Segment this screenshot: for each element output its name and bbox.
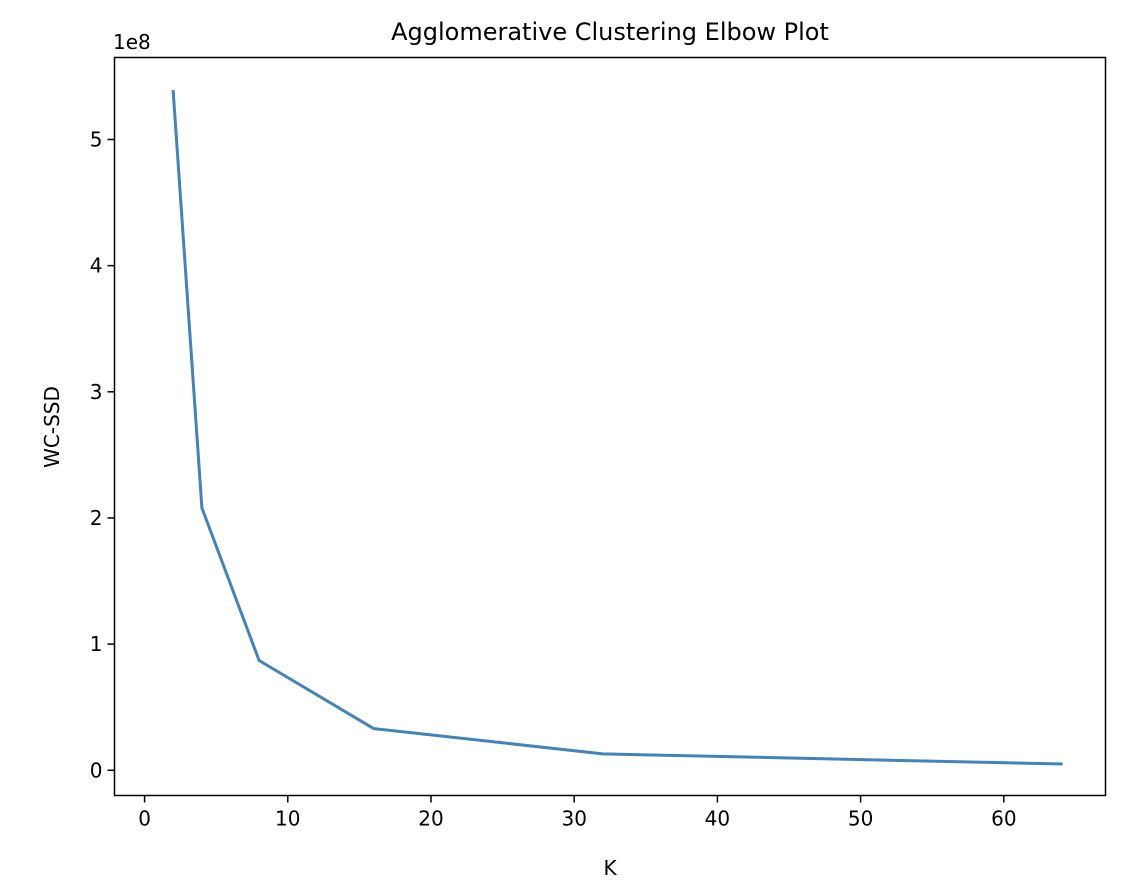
y-tick-label: 1	[90, 632, 103, 656]
y-tick-label: 5	[90, 128, 103, 152]
x-tick-label: 20	[418, 807, 443, 831]
y-tick-label: 2	[90, 506, 103, 530]
y-tick-label: 0	[90, 758, 103, 782]
chart-title: Agglomerative Clustering Elbow Plot	[391, 18, 829, 46]
axis-ticks: 0 10 20 30 40 50 60 0 1 2 3 4 5	[90, 128, 1017, 831]
x-tick-label: 30	[561, 807, 586, 831]
y-tick-label: 4	[90, 254, 103, 278]
x-tick-label: 10	[275, 807, 300, 831]
y-axis-label: WC-SSD	[40, 386, 64, 468]
x-tick-label: 40	[705, 807, 730, 831]
x-tick-label: 0	[138, 807, 151, 831]
x-tick-label: 50	[848, 807, 873, 831]
x-axis-label: K	[603, 856, 617, 880]
plot-frame	[113, 56, 1107, 797]
y-tick-label: 3	[90, 380, 103, 404]
y-offset-label: 1e8	[113, 30, 151, 54]
series-layer	[171, 90, 1063, 766]
x-tick-label: 60	[991, 807, 1016, 831]
series-line	[171, 90, 1063, 766]
